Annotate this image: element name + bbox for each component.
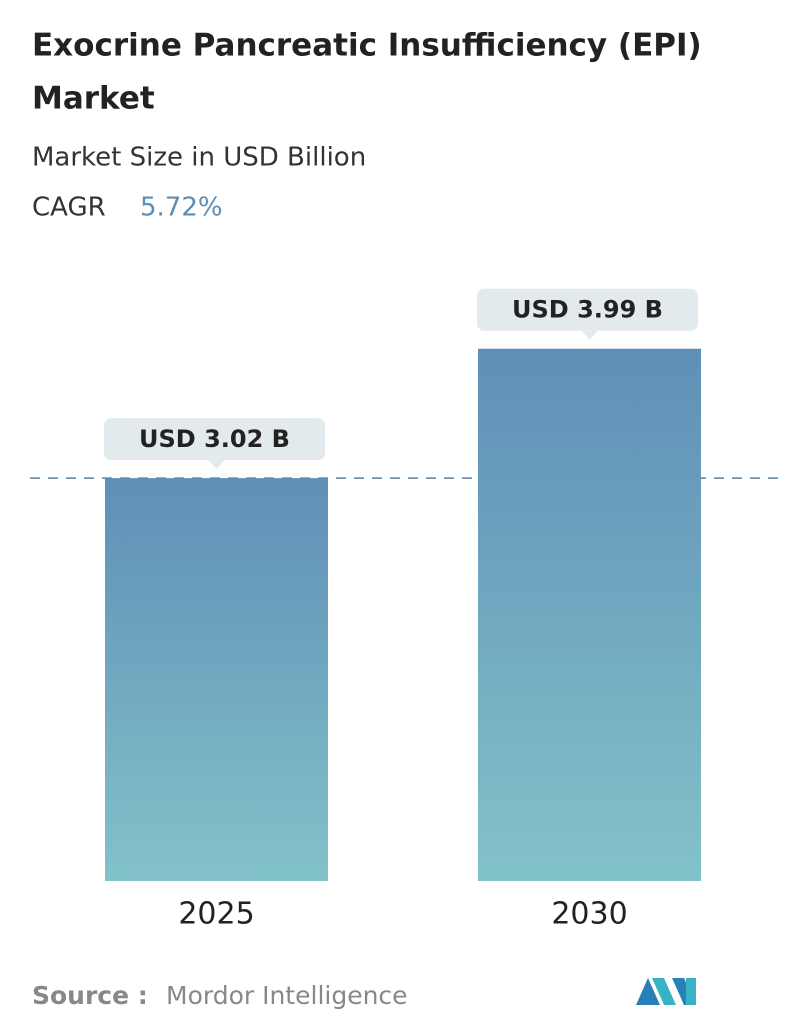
value-label: USD 3.99 B <box>512 296 663 324</box>
bar <box>105 478 328 881</box>
source: Mordor Intelligence <box>166 981 408 1010</box>
value-label-pointer <box>581 330 598 340</box>
x-tick-label: 2025 <box>178 897 254 932</box>
chart-title: Exocrine Pancreatic Insufficiency (EPI) <box>32 28 702 64</box>
value-label-box <box>104 418 325 461</box>
bar <box>478 348 701 881</box>
cagr-label: CAGR <box>32 193 106 223</box>
value-label-box <box>477 288 698 331</box>
x-tick-label: 2030 <box>551 897 627 932</box>
chart-subtitle: Market Size in USD Billion <box>32 143 366 173</box>
cagr-value: 5.72% <box>140 193 223 223</box>
logo <box>636 978 696 1005</box>
source-label: Source : <box>32 981 148 1010</box>
value-label: USD 3.02 B <box>139 425 290 453</box>
value-label-pointer <box>208 460 225 470</box>
chart-title: Market <box>32 81 155 117</box>
